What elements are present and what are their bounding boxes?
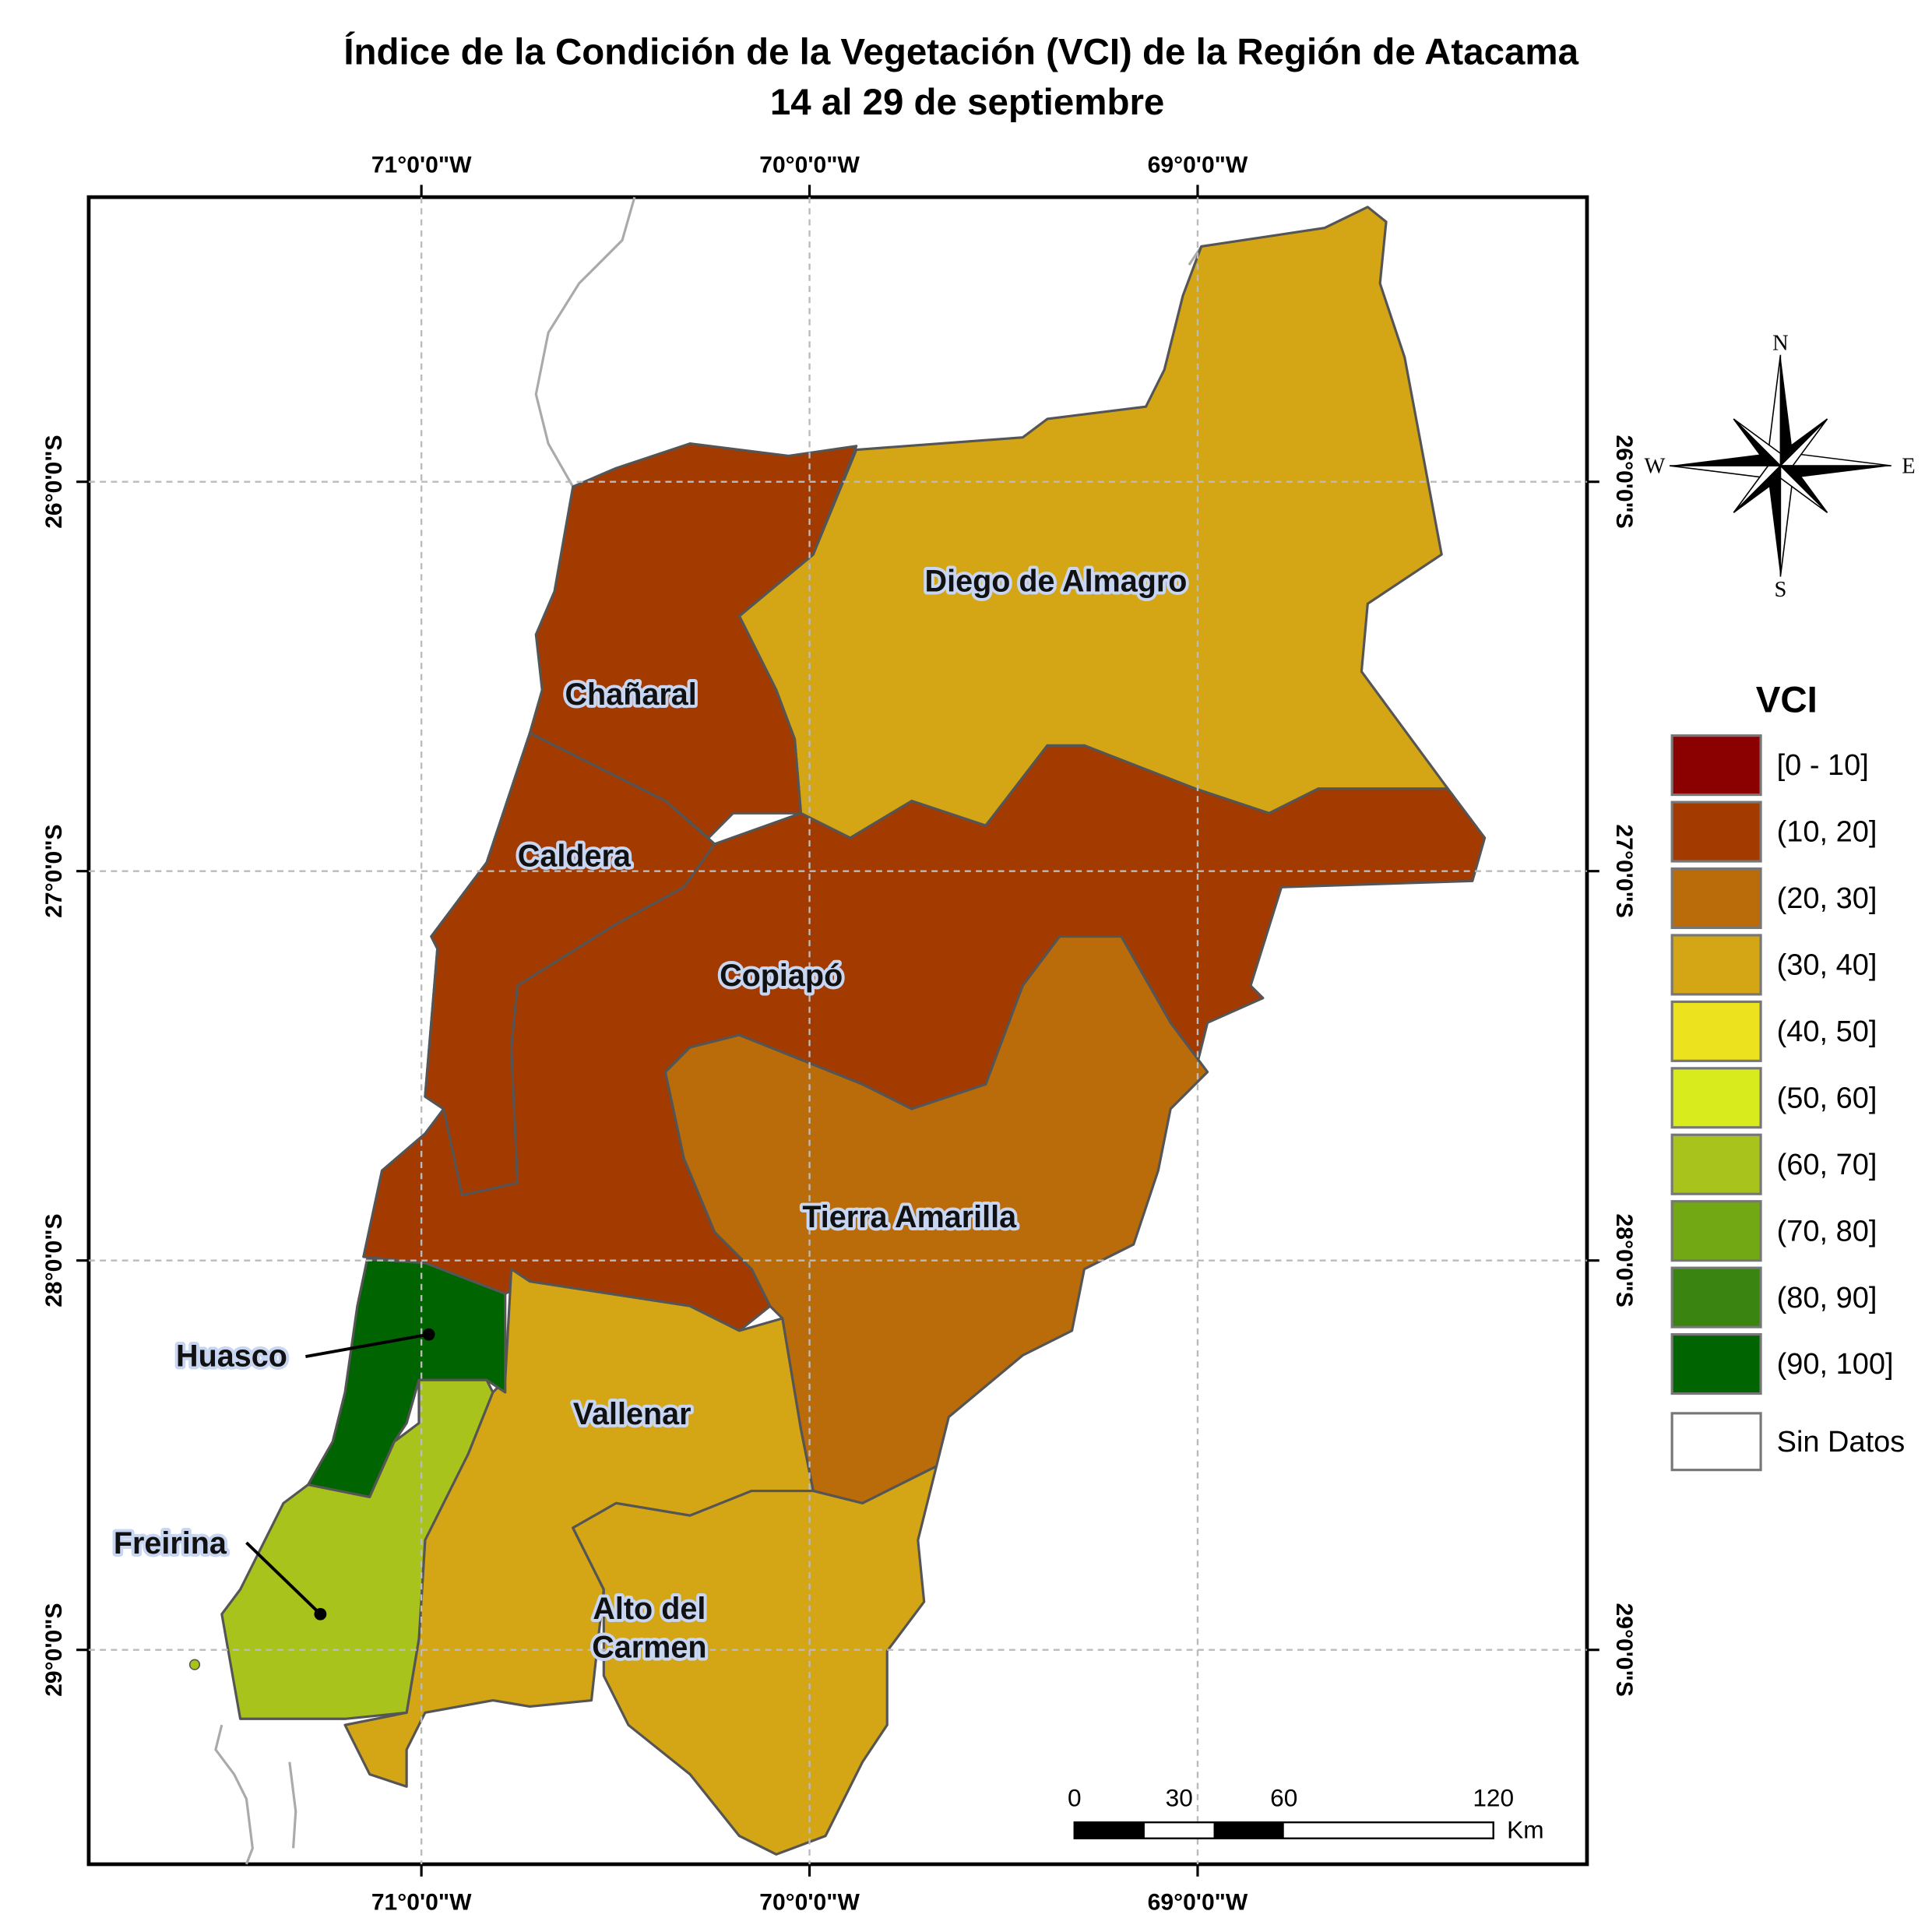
legend-label: Sin Datos xyxy=(1777,1426,1906,1459)
latitude-label: 27°0'0"S xyxy=(1611,825,1637,918)
scale-unit: Km xyxy=(1507,1816,1543,1844)
region-labels: Copiapó Diego de Almagro Chañaral Calder… xyxy=(111,561,1191,1668)
region xyxy=(220,1378,494,1720)
scale-label: 60 xyxy=(1270,1784,1297,1812)
legend-swatch xyxy=(1670,1200,1762,1262)
scale-label: 120 xyxy=(1473,1784,1514,1812)
legend-label: (60, 70] xyxy=(1777,1149,1877,1181)
region-label: Tierra Amarilla xyxy=(802,1200,1017,1234)
region xyxy=(424,731,716,1197)
compass-label: W xyxy=(1645,455,1666,479)
compass-label: E xyxy=(1902,455,1915,479)
region-label: Alto del Carmen xyxy=(592,1592,706,1664)
legend-label: (10, 20] xyxy=(1777,816,1877,849)
legend-label: (90, 100] xyxy=(1777,1348,1894,1381)
legend-label: (40, 50] xyxy=(1777,1015,1877,1048)
legend-swatch xyxy=(1670,867,1762,930)
legend: VCI Sin Datos [0 - 10] (10, 20] (20, 30] (3… xyxy=(1670,680,1906,1472)
legend-swatch xyxy=(1670,1133,1762,1195)
subtitle: 14 al 29 de septiembre xyxy=(770,82,1164,123)
region-label: Vallenar xyxy=(573,1397,692,1431)
latitude-label: 26°0'0"S xyxy=(41,435,67,529)
legend-label: (30, 40] xyxy=(1777,949,1877,982)
legend-swatch xyxy=(1670,1333,1762,1395)
region-label: Huasco xyxy=(176,1339,287,1374)
region-label: Copiapó xyxy=(720,959,843,993)
region xyxy=(572,1465,938,1856)
legend-swatch xyxy=(1670,734,1762,797)
longitude-label: 70°0'0"W xyxy=(759,153,860,178)
legend-swatch xyxy=(1670,1266,1762,1328)
compass-label: S xyxy=(1774,578,1786,602)
legend-swatch xyxy=(1670,1067,1762,1129)
scale-label: 30 xyxy=(1166,1784,1193,1812)
longitude-label: 70°0'0"W xyxy=(759,1890,860,1916)
map-frame xyxy=(86,195,1589,1867)
latitude-label: 29°0'0"S xyxy=(41,1603,67,1697)
latitude-label: 28°0'0"S xyxy=(41,1214,67,1307)
legend-swatch xyxy=(1670,1000,1762,1062)
region xyxy=(306,1258,507,1499)
scale-label: 0 xyxy=(1068,1784,1082,1812)
legend-label: (70, 80] xyxy=(1777,1215,1877,1248)
compass: N E S W xyxy=(1645,331,1916,601)
scale-bar: 0 30 60 120 Km xyxy=(1068,1784,1544,1844)
region-label: Chañaral xyxy=(565,677,697,712)
latitude-label: 29°0'0"S xyxy=(1611,1603,1637,1697)
legend-swatch xyxy=(1670,934,1762,996)
legend-swatch xyxy=(1670,801,1762,863)
latitude-label: 26°0'0"S xyxy=(1611,435,1637,529)
title: Índice de la Condición de la Vegetación … xyxy=(343,30,1578,72)
graticule xyxy=(76,185,1599,1877)
latitude-label: 28°0'0"S xyxy=(1611,1214,1637,1307)
compass-label: N xyxy=(1772,331,1789,355)
longitude-label: 69°0'0"W xyxy=(1148,153,1248,178)
longitude-label: 71°0'0"W xyxy=(371,1890,472,1916)
longitude-label: 69°0'0"W xyxy=(1148,1890,1248,1916)
legend-label: (20, 30] xyxy=(1777,882,1877,915)
region-label: Caldera xyxy=(518,839,632,873)
latitude-label: 27°0'0"S xyxy=(41,825,67,918)
region-label: Freirina xyxy=(114,1526,227,1561)
region xyxy=(528,442,858,839)
regions xyxy=(220,206,1487,1856)
legend-title: VCI xyxy=(1756,680,1818,721)
region-label: Diego de Almagro xyxy=(925,564,1188,598)
legend-label: (80, 90] xyxy=(1777,1282,1877,1314)
region xyxy=(737,206,1449,839)
region xyxy=(663,934,1209,1504)
longitude-label: 71°0'0"W xyxy=(371,153,472,178)
legend-label: [0 - 10] xyxy=(1777,749,1869,782)
legend-label: (50, 60] xyxy=(1777,1082,1877,1114)
